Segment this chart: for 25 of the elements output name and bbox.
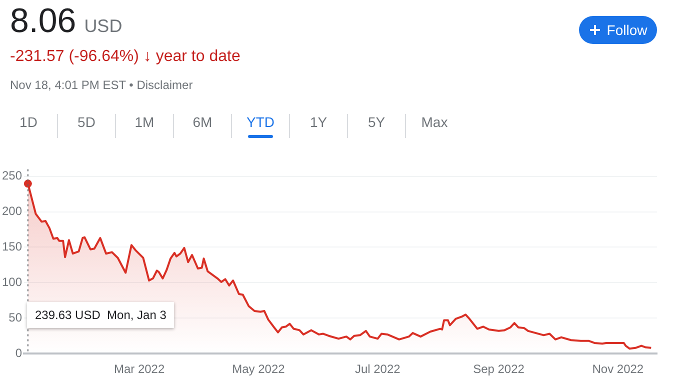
- text: YTD: [231, 114, 289, 138]
- x-tick-label: Mar 2022: [114, 362, 165, 376]
- chart-subtitle: -231.57 (-96.64%) ↓ year to date: [10, 48, 240, 66]
- text: 1Y: [289, 114, 347, 138]
- text: USD: [84, 16, 122, 37]
- y-tick-label: 50: [8, 310, 22, 324]
- x-tick-label: Sep 2022: [473, 362, 525, 376]
- y-tick-label: 200: [2, 204, 22, 218]
- text: Follow: [606, 22, 648, 38]
- y-tick-label: 0: [15, 346, 22, 360]
- text: 1M: [115, 114, 173, 138]
- text: 6M: [173, 114, 231, 138]
- text: 5D: [57, 114, 115, 138]
- x-tick-label: Nov 2022: [592, 362, 644, 376]
- text: Max: [405, 114, 463, 138]
- x-tick-label: Jul 2022: [354, 362, 401, 376]
- x-tick-label: May 2022: [232, 362, 286, 376]
- y-tick-label: 100: [2, 274, 22, 289]
- y-tick-label: 250: [2, 168, 22, 183]
- text: 1D: [18, 114, 38, 132]
- text: Nov 18, 4:01 PM EST • Disclaimer: [10, 78, 193, 92]
- text: 5Y: [347, 114, 405, 138]
- y-tick-label: 150: [2, 240, 22, 254]
- chart-title: 8.06: [10, 2, 76, 41]
- annotation: 239.63 USD Mon, Jan 3: [27, 302, 174, 328]
